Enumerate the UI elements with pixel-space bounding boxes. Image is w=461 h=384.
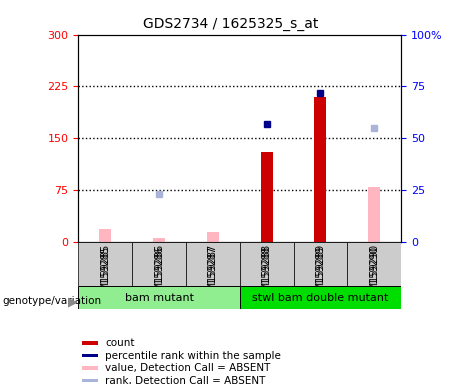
Bar: [132, 242, 186, 286]
Bar: [207, 232, 219, 242]
Text: GSM159288: GSM159288: [261, 245, 272, 305]
Text: ▶: ▶: [68, 295, 78, 308]
Bar: [82, 379, 98, 382]
Bar: [100, 230, 111, 242]
Bar: [82, 354, 98, 357]
Bar: [347, 242, 401, 286]
Text: GSM159285: GSM159285: [100, 244, 110, 303]
Text: stwl bam double mutant: stwl bam double mutant: [252, 293, 389, 303]
Bar: [78, 242, 132, 286]
Text: GSM159288: GSM159288: [261, 244, 272, 303]
Text: GSM159290: GSM159290: [369, 245, 379, 305]
Bar: [314, 97, 326, 242]
Text: genotype/variation: genotype/variation: [2, 296, 101, 306]
Text: GSM159287: GSM159287: [208, 244, 218, 303]
Text: GSM159290: GSM159290: [369, 244, 379, 303]
Bar: [186, 242, 240, 286]
Text: GSM159286: GSM159286: [154, 245, 164, 305]
Bar: [78, 286, 240, 309]
Text: GSM159287: GSM159287: [208, 245, 218, 305]
Text: GSM159286: GSM159286: [154, 244, 164, 303]
Bar: [240, 242, 294, 286]
Bar: [294, 242, 347, 286]
Text: GSM159285: GSM159285: [100, 245, 110, 305]
Text: value, Detection Call = ABSENT: value, Detection Call = ABSENT: [105, 363, 271, 373]
Bar: [240, 286, 401, 309]
Bar: [368, 187, 380, 242]
Text: percentile rank within the sample: percentile rank within the sample: [105, 351, 281, 361]
Text: count: count: [105, 338, 135, 348]
Bar: [82, 366, 98, 370]
Bar: [82, 341, 98, 345]
Bar: [261, 152, 272, 242]
Text: GSM159289: GSM159289: [315, 244, 325, 303]
Bar: [153, 238, 165, 242]
Text: GDS2734 / 1625325_s_at: GDS2734 / 1625325_s_at: [143, 17, 318, 31]
Text: GSM159289: GSM159289: [315, 245, 325, 305]
Text: bam mutant: bam mutant: [124, 293, 194, 303]
Text: rank, Detection Call = ABSENT: rank, Detection Call = ABSENT: [105, 376, 266, 384]
